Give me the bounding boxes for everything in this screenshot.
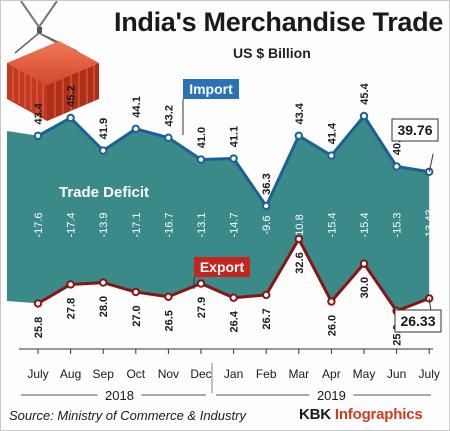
deficit-value-label: -17.6 (33, 212, 45, 237)
deficit-value-label: -16.7 (163, 212, 175, 237)
x-tick-label: Oct (126, 367, 145, 381)
brand-suffix: Infographics (334, 406, 423, 423)
import-series-tag (183, 79, 239, 99)
x-tick-label: Dec (190, 367, 211, 381)
export-value-label: 27.0 (131, 305, 143, 326)
export-value-label: 25.8 (33, 317, 45, 338)
brand-logo: KBK Infographics (299, 406, 423, 423)
export-point (359, 259, 369, 268)
export-point (99, 278, 108, 287)
import-point (392, 162, 401, 171)
import-value-label: 36.3 (261, 173, 273, 194)
import-point (262, 201, 271, 211)
unit-subtitle: US $ Billion (233, 45, 311, 61)
import-point (196, 155, 206, 164)
deficit-value-label: -9.6 (261, 216, 273, 235)
x-tick-label: Sep (93, 367, 115, 381)
export-value-label: 30.0 (359, 277, 371, 298)
export-point (262, 290, 271, 300)
deficit-value-label: -17.1 (131, 212, 143, 237)
export-last-value-box (394, 309, 442, 333)
export-point (164, 292, 173, 301)
x-tick-label: Apr (322, 367, 341, 381)
export-value-label: 26.4 (229, 310, 241, 332)
deficit-value-label: -13.9 (98, 212, 110, 237)
deficit-value-label: -15.4 (326, 212, 338, 237)
import-value-label: 41.4 (326, 122, 338, 144)
x-tick-label: July (27, 367, 48, 381)
export-value-label: 32.6 (294, 252, 306, 273)
deficit-value-label: -15.3 (392, 212, 404, 237)
import-value-label: 43.4 (33, 102, 45, 124)
import-value-label: 41.0 (196, 127, 208, 148)
x-tick-label: July (419, 367, 440, 381)
x-tick-label: Feb (256, 367, 277, 381)
import-point (294, 131, 303, 140)
export-value-label: 28.0 (98, 296, 110, 317)
deficit-value-label: -13.1 (196, 212, 208, 237)
export-value-label: 27.9 (196, 297, 208, 318)
import-value-label: 41.1 (229, 126, 241, 147)
export-series-tag (194, 257, 250, 277)
export-point (131, 287, 141, 297)
export-value-label: 26.7 (261, 308, 273, 329)
import-last-value-box (391, 118, 439, 142)
import-point (359, 111, 369, 121)
deficit-value-label: -17.4 (66, 212, 78, 237)
import-last-leader (428, 153, 434, 172)
export-point (33, 299, 43, 308)
export-point (294, 234, 303, 244)
import-point (164, 133, 173, 142)
import-value-label: 45.4 (359, 82, 371, 104)
import-point (99, 146, 108, 155)
import-value-label: 43.4 (294, 102, 306, 124)
export-point (196, 279, 206, 288)
import-point (327, 151, 336, 160)
export-value-label: 26.5 (163, 310, 175, 331)
import-value-label: 43.2 (163, 105, 175, 126)
export-series-name: Export (200, 259, 245, 275)
deficit-value-label: -15.4 (359, 212, 371, 237)
import-point (131, 124, 141, 134)
import-point (66, 113, 75, 123)
deficit-value-label: -13.43 (424, 209, 436, 240)
trade-deficit-title: Trade Deficit (59, 184, 149, 201)
x-tick-label: Jun (387, 367, 406, 381)
import-value-label: 41.9 (98, 118, 110, 139)
deficit-value-label: 10.8 (294, 214, 306, 235)
x-tick-label: May (353, 367, 376, 381)
year-label-2018: 2018 (105, 388, 134, 403)
deficit-value-label: -14.7 (229, 212, 241, 237)
export-point (66, 280, 75, 289)
brand-prefix: KBK (299, 406, 335, 423)
x-tick-label: Nov (158, 367, 179, 381)
import-last-value: 39.76 (397, 122, 432, 138)
source-note: Source: Ministry of Commerce & Industry (9, 408, 246, 423)
x-tick-label: Aug (60, 367, 81, 381)
x-tick-label: Jan (224, 367, 243, 381)
export-value-label: 26.0 (326, 315, 338, 336)
import-value-label: 44.1 (131, 96, 143, 117)
import-point (229, 154, 238, 163)
export-value-label: 27.8 (66, 298, 78, 319)
import-point (33, 131, 43, 140)
year-label-2019: 2019 (317, 388, 346, 403)
import-series-name: Import (189, 81, 233, 97)
x-tick-label: Mar (288, 367, 309, 381)
import-value-label: 45.2 (66, 85, 78, 106)
page-title: India's Merchandise Trade (114, 7, 444, 37)
export-point (229, 293, 238, 302)
trade-deficit-area (7, 116, 430, 311)
export-last-value: 26.33 (400, 313, 435, 329)
export-point (327, 297, 336, 306)
crane-container-icon (7, 1, 99, 121)
